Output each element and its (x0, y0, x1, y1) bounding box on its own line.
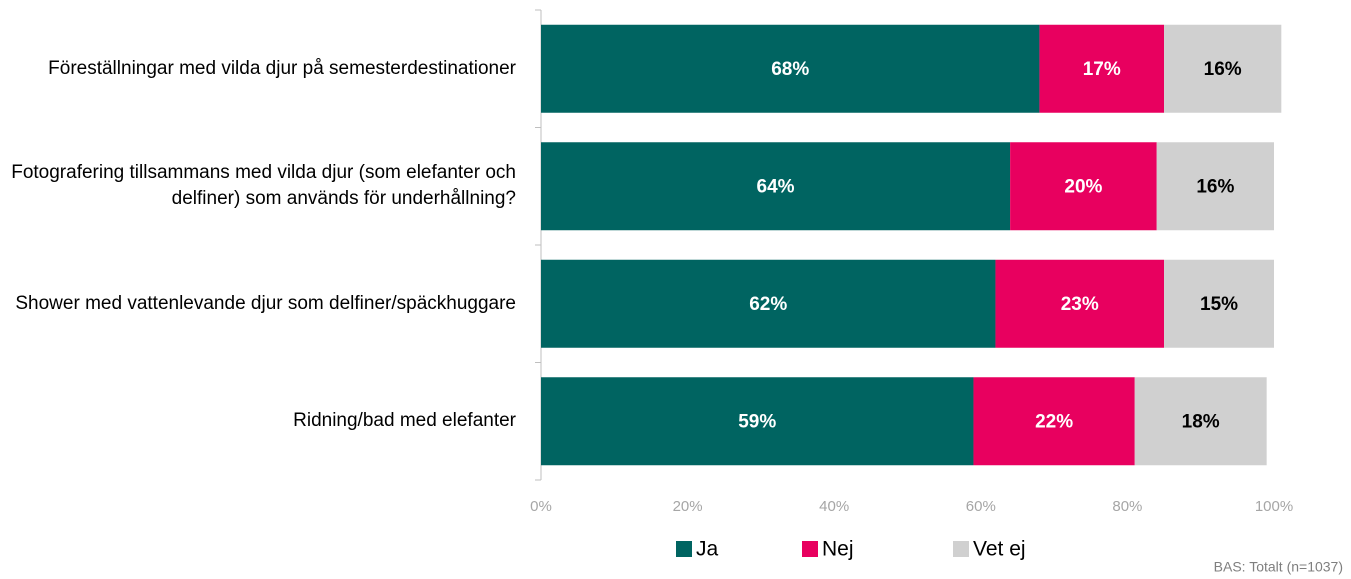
x-tick-label: 20% (673, 498, 703, 515)
data-label: 16% (1204, 59, 1242, 80)
bar-segment (1164, 24, 1282, 113)
data-label: 22% (1035, 411, 1073, 432)
data-label: 59% (738, 411, 776, 432)
category-label: Shower med vattenlevande djur som delfin… (15, 292, 516, 314)
legend-label: Vet ej (973, 538, 1026, 561)
legend-swatch (676, 541, 692, 557)
category-label: Ridning/bad med elefanter (293, 410, 516, 432)
data-label: 16% (1196, 176, 1234, 197)
bar-segment (973, 377, 1135, 466)
category-label: Föreställningar med vilda djur på semest… (48, 57, 516, 79)
x-tick-label: 0% (530, 498, 552, 515)
bar-segment (1156, 142, 1274, 231)
legend-label: Nej (822, 538, 854, 561)
x-tick-label: 100% (1255, 498, 1293, 515)
category-label: Fotografering tillsammans med vilda djur… (11, 162, 516, 210)
bar-segment (1164, 259, 1274, 348)
bar-segment (541, 377, 974, 466)
bar-segment (541, 259, 996, 348)
legend-swatch (953, 541, 969, 557)
x-tick-label: 60% (966, 498, 996, 515)
bar-segment (541, 24, 1040, 113)
bar-segment (541, 142, 1011, 231)
data-label: 23% (1061, 294, 1099, 315)
data-label: 62% (749, 294, 787, 315)
data-label: 64% (757, 176, 795, 197)
legend-swatch (802, 541, 818, 557)
bar-segment (995, 259, 1165, 348)
bar-segment (1010, 142, 1157, 231)
data-label: 20% (1064, 176, 1102, 197)
bar-segment (1134, 377, 1267, 466)
x-tick-label: 40% (819, 498, 849, 515)
x-tick-label: 80% (1112, 498, 1142, 515)
data-label: 15% (1200, 294, 1238, 315)
data-label: 17% (1083, 59, 1121, 80)
footnote: BAS: Totalt (n=1037) (1214, 559, 1343, 575)
bar-segment (1039, 24, 1165, 113)
data-label: 68% (771, 59, 809, 80)
legend-label: Ja (696, 538, 719, 561)
data-label: 18% (1182, 411, 1220, 432)
